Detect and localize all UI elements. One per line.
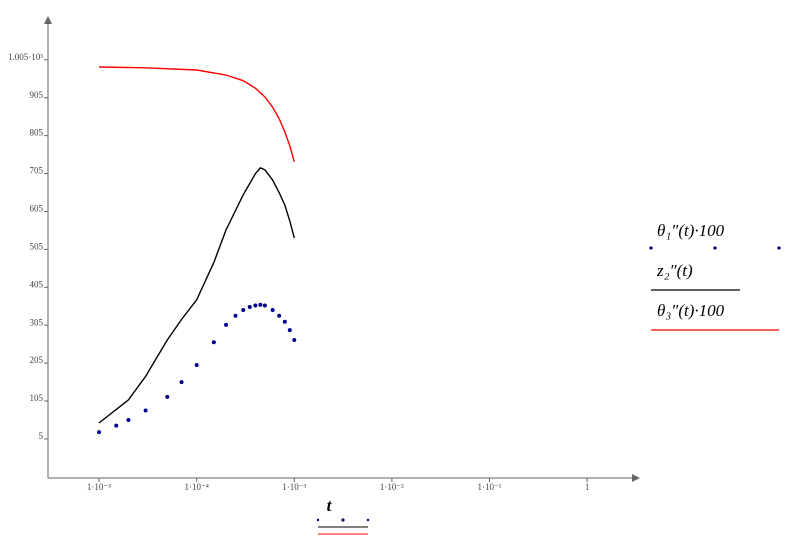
data-point [194,363,199,368]
data-point [262,303,267,308]
data-point [233,313,238,318]
x-tick-label: 1·10⁻² [380,482,404,492]
legend-marker [777,246,781,250]
data-point [114,423,119,428]
x-axis-label: t [327,496,333,515]
data-point [179,380,184,385]
axis-legend-dot [341,518,345,522]
legend-label: z₂″(t) [656,261,693,280]
axis-legend-dot [366,518,370,522]
series-line [98,167,295,424]
data-point [253,303,258,308]
data-point [258,302,263,307]
data-point [97,430,102,435]
axis-legend-dot [316,518,320,522]
y-tick-label: 405 [30,279,44,289]
data-point [224,322,229,327]
data-point [277,313,282,318]
y-tick-label: 305 [30,317,44,327]
x-tick-label: 1·10⁻³ [282,482,306,492]
data-point [247,305,252,310]
x-tick-label: 1 [585,482,590,492]
x-tick-label: 1·10⁻⁵ [87,482,111,492]
data-point [292,337,297,342]
data-point [282,319,287,324]
legend-marker [649,246,653,250]
y-tick-label: 205 [30,355,44,365]
y-tick-label: 1.005·10³ [8,52,43,62]
legend-marker [713,246,717,250]
data-point [287,328,292,333]
y-tick-label: 505 [30,241,44,251]
y-tick-label: 905 [30,90,44,100]
data-point [241,308,246,313]
x-axis-arrow [632,474,640,482]
y-tick-label: 705 [30,166,44,176]
data-point [270,308,275,313]
legend-label: θ₁″(t)·100 [657,221,725,240]
data-point [211,340,216,345]
y-tick-label: 105 [30,393,44,403]
y-tick-label: 605 [30,204,44,214]
data-point [165,394,170,399]
data-point [143,408,148,413]
series-line [98,66,295,162]
y-axis-arrow [44,16,52,24]
legend-label: θ₃″(t)·100 [657,301,725,320]
data-point [126,417,131,422]
x-tick-label: 1·10⁻¹ [478,482,502,492]
x-tick-label: 1·10⁻⁴ [184,482,208,492]
y-tick-label: 5 [39,431,44,441]
y-tick-label: 805 [30,128,44,138]
